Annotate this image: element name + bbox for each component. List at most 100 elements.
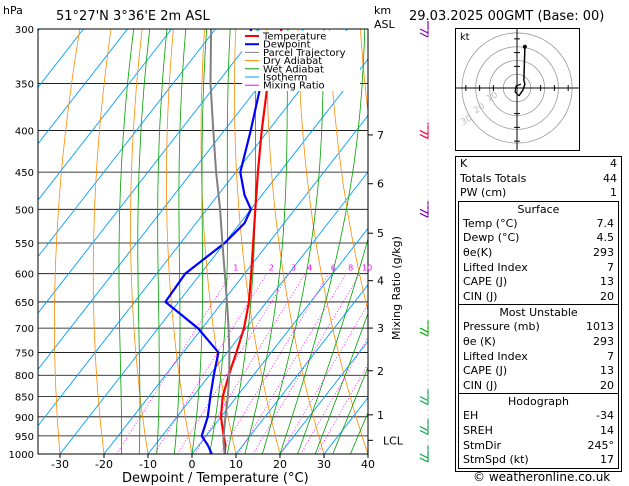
mixing-ratio-label: 3 xyxy=(291,264,296,273)
mixing-ratio-axis-label: Mixing Ratio (g/kg) xyxy=(390,236,403,340)
km-tick-label: 2 xyxy=(377,365,384,378)
mixing-ratio-label: 4 xyxy=(307,264,312,273)
wet-adiabat-line xyxy=(156,29,168,454)
hodograph-section: Hodograph EH -34 SREH 14 StmDir 245° StmSpd… xyxy=(458,394,619,469)
isotherm-line xyxy=(147,171,368,454)
legend-entry: Wet Adiabat xyxy=(263,64,324,75)
mixing-ratio-label: 1 xyxy=(233,264,238,273)
isotherm-line xyxy=(38,29,260,314)
x-tick-label: 0 xyxy=(189,458,196,471)
index-row-totals: Totals Totals 44 xyxy=(460,171,617,185)
km-tick-label: LCL xyxy=(383,434,404,447)
legend-entry: Dry Adiabat xyxy=(263,56,322,67)
x-tick-label: 40 xyxy=(361,458,375,471)
isotherm-line xyxy=(38,29,84,89)
hodograph-kt-label: kt xyxy=(460,32,470,43)
dry-adiabat-line xyxy=(130,29,149,454)
wet-adiabat-line xyxy=(244,29,289,454)
mu-row: θe (K) 293 xyxy=(463,334,614,348)
pressure-tick-label: 450 xyxy=(15,168,34,179)
mixing-ratio-line xyxy=(316,363,368,454)
most-unstable-title: Most Unstable xyxy=(499,306,578,320)
series-dewpoint xyxy=(163,29,263,454)
mu-row: Lifted Index 7 xyxy=(463,349,614,363)
wet-adiabat-line xyxy=(174,29,187,454)
hodo-row: SREH 14 xyxy=(463,423,614,437)
mixing-ratio-line xyxy=(116,273,232,454)
surface-title: Surface xyxy=(517,202,560,216)
pressure-tick-label: 800 xyxy=(15,371,34,382)
pressure-tick-label: 700 xyxy=(15,324,34,335)
x-tick-label: -20 xyxy=(95,458,113,471)
mixing-ratio-label: 8 xyxy=(348,264,353,273)
x-tick-label: 30 xyxy=(317,458,331,471)
plot-frame xyxy=(37,28,369,455)
wet-adiabat-line xyxy=(137,29,151,454)
dry-adiabat-line xyxy=(166,29,193,454)
series-parcel-trajectory xyxy=(209,29,231,454)
mixing-ratio-line xyxy=(237,273,347,454)
surface-row: Lifted Index 7 xyxy=(463,260,614,274)
hodo-row: StmSpd (kt) 17 xyxy=(463,453,614,467)
pressure-tick-label: 1000 xyxy=(9,450,34,461)
pressure-tick-label: 350 xyxy=(15,79,34,90)
hodo-row: StmDir 245° xyxy=(463,438,614,452)
pressure-tick-label: 550 xyxy=(15,239,34,250)
mixing-ratio-label: 10 xyxy=(362,264,372,273)
isotherm-line xyxy=(235,284,368,454)
hodograph-trace xyxy=(518,46,526,97)
series-temperature xyxy=(219,29,283,454)
asl-label: ASL xyxy=(374,18,396,31)
surface-row: Temp (°C) 7.4 xyxy=(463,216,614,230)
wet-adiabat-line xyxy=(297,237,368,454)
x-tick-label: -10 xyxy=(139,458,157,471)
hpa-label: hPa xyxy=(3,4,23,17)
wet-adiabat-line xyxy=(191,29,208,454)
pressure-tick-label: 850 xyxy=(15,393,34,404)
hodo-row: EH -34 xyxy=(463,409,614,423)
index-row-pw: PW (cm) 1 xyxy=(460,186,617,200)
wet-adiabat-line xyxy=(332,366,368,454)
km-tick-label: 4 xyxy=(377,275,384,288)
mixing-ratio-label: 2 xyxy=(269,264,274,273)
km-tick-label: 5 xyxy=(377,227,384,240)
x-tick-label: -30 xyxy=(51,458,69,471)
most-unstable-section: Most Unstable Pressure (mb) 1013 θe (K) 29… xyxy=(458,305,619,395)
hodograph-plot: 10 20 30 kt xyxy=(455,28,580,151)
mixing-ratio-line xyxy=(177,273,290,454)
mu-row: Pressure (mb) 1013 xyxy=(463,320,614,334)
km-label: km xyxy=(374,4,391,17)
mixing-ratio-line xyxy=(153,273,268,454)
surface-row: CAPE (J) 13 xyxy=(463,275,614,289)
legend-entry: Dewpoint xyxy=(263,40,311,51)
legend-entry: Isotherm xyxy=(263,73,307,84)
dry-adiabat-line xyxy=(297,29,368,454)
legend-entry: Temperature xyxy=(262,32,326,43)
surface-section: Surface Temp (°C) 7.4 Dewp (°C) 4.5 θe(K) 2… xyxy=(458,200,619,306)
mu-row: CIN (J) 20 xyxy=(463,378,614,392)
pressure-tick-label: 600 xyxy=(15,270,34,281)
hodograph-title: Hodograph xyxy=(508,395,569,409)
mixing-ratio-line xyxy=(300,336,368,454)
dry-adiabat-line xyxy=(92,29,112,454)
isotherm-line xyxy=(38,29,348,427)
km-tick-label: 6 xyxy=(377,178,384,191)
axis-labels: 1 2 3 4 6 8 1030035040045050055060065070075080… xyxy=(9,25,404,471)
copyright-text: © weatheronline.co.uk xyxy=(473,470,611,484)
isotherm-line xyxy=(38,29,172,201)
x-tick-label: 10 xyxy=(229,458,243,471)
isotherm-line xyxy=(38,29,128,145)
surface-row: CIN (J) 20 xyxy=(463,289,614,303)
pressure-tick-label: 650 xyxy=(15,298,34,309)
isotherm-line xyxy=(191,227,368,454)
isotherm-line xyxy=(38,29,216,258)
sounding-lines xyxy=(163,29,283,454)
surface-row: θe(K) 293 xyxy=(463,245,614,259)
pressure-tick-label: 300 xyxy=(15,25,34,36)
dry-adiabat-line xyxy=(328,29,368,313)
dry-adiabat-line xyxy=(266,29,325,454)
